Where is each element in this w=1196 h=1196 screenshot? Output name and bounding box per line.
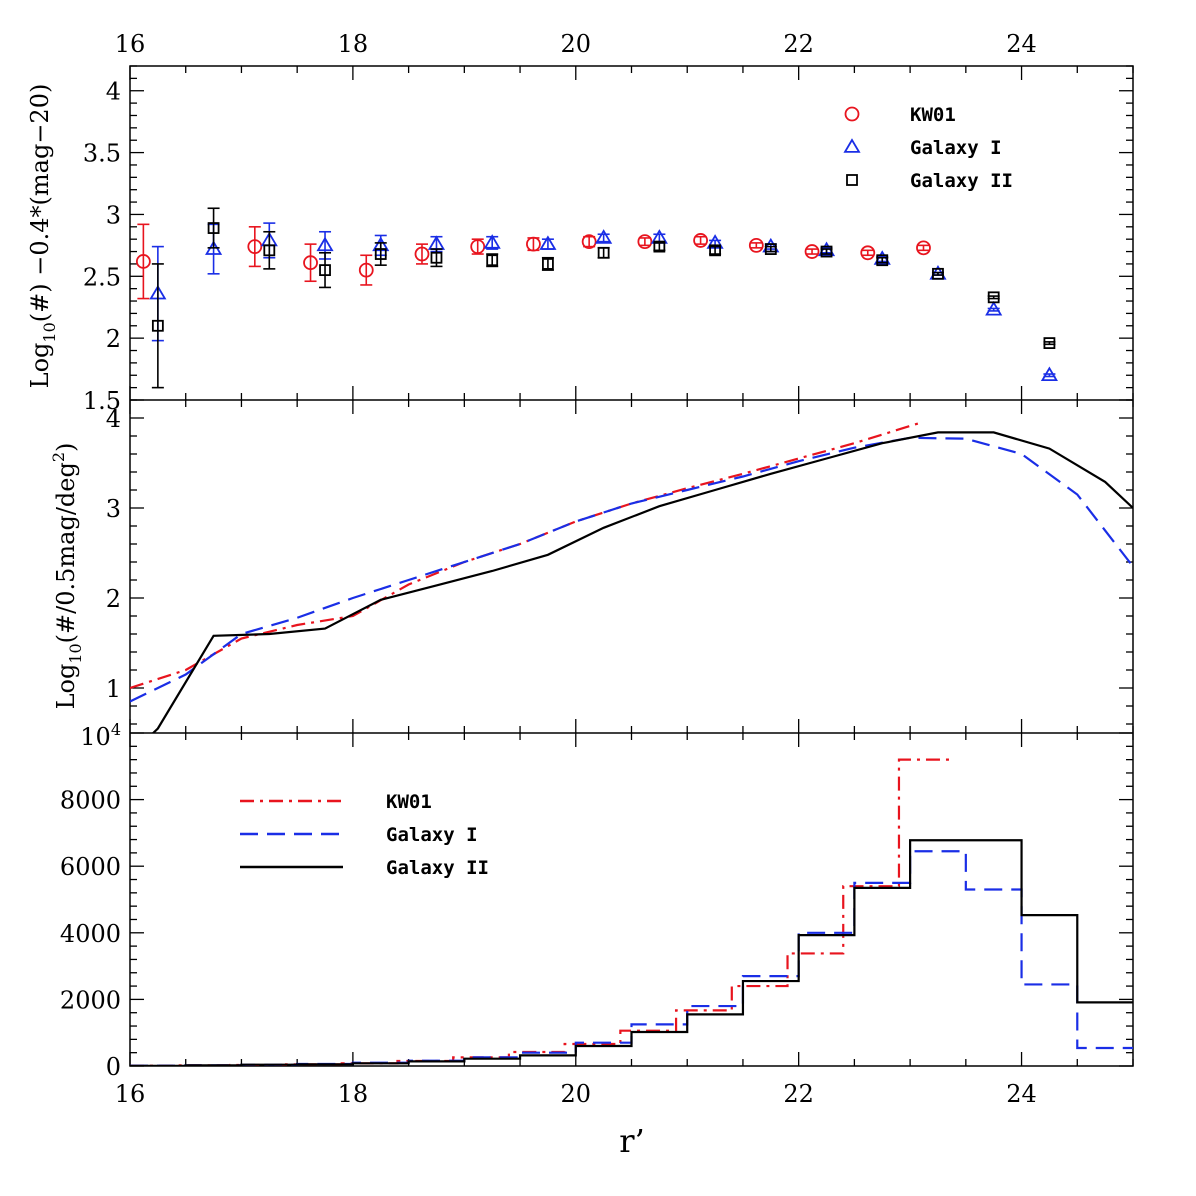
data-point: [876, 254, 889, 267]
top-x-tick-label: 18: [338, 30, 369, 58]
data-point: [247, 239, 263, 255]
y-tick-label: 1: [106, 675, 121, 703]
panel-middle-lines: [130, 421, 1133, 733]
legend-label: Galaxy II: [910, 170, 1013, 192]
y-tick-label: 4000: [60, 920, 121, 948]
bottom-x-tick-label: 20: [561, 1080, 592, 1108]
legend-label: KW01: [910, 104, 956, 126]
data-point: [804, 244, 820, 259]
data-point: [135, 254, 151, 269]
data-point: [637, 234, 653, 250]
data-point: [985, 300, 1003, 316]
data-point: [709, 244, 721, 257]
data-point: [539, 235, 557, 250]
data-point: [207, 222, 220, 234]
data-point: [860, 245, 876, 261]
y-tick-label: 2: [106, 325, 121, 353]
y-tick-label: 4: [106, 405, 121, 433]
y-tick-labels: 1.5 2 2.5 3 3.5 4 1 2 3 4 0 2000 4000 6000 8000: [60, 78, 121, 1081]
y-tick-label: 2: [106, 585, 121, 613]
data-point: [483, 234, 501, 249]
data-point: [430, 251, 443, 264]
data-point: [1043, 337, 1056, 349]
legend-marker: [843, 138, 861, 153]
data-point: [597, 246, 610, 259]
histogram-step-line: [130, 758, 955, 1066]
legend-marker: [844, 106, 860, 122]
data-point: [693, 233, 708, 248]
series-line: [130, 421, 922, 690]
data-point: [987, 291, 1000, 304]
bottom-x-tick-label: 16: [115, 1080, 146, 1108]
legend-label: Galaxy II: [386, 857, 489, 879]
data-point: [526, 236, 541, 252]
bottom-x-tick-label: 22: [783, 1080, 814, 1108]
bottom-x-tick-label: 24: [1006, 1080, 1037, 1108]
y-tick-label: 2.5: [83, 263, 121, 291]
legend-marker: [846, 174, 858, 186]
data-point: [470, 239, 486, 255]
data-point: [263, 244, 276, 257]
data-point: [316, 236, 334, 252]
middle-panel-y-axis-title: Log10(#/0.5mag/deg2): [49, 443, 85, 710]
data-point: [581, 234, 597, 250]
top-x-tick-label: 22: [783, 30, 814, 58]
panel-bottom-histogram: [130, 758, 1133, 1066]
data-point: [748, 237, 764, 253]
series-line: [130, 436, 1133, 703]
data-point: [374, 248, 387, 260]
legend-label: Galaxy I: [910, 137, 1002, 159]
data-point: [916, 240, 931, 256]
data-point: [764, 243, 777, 255]
legend-label: KW01: [386, 791, 432, 813]
data-point: [1040, 366, 1058, 382]
plot-frame: [129, 65, 1134, 1067]
y-tick-label: 2000: [60, 986, 121, 1014]
bottom-panel-top-tick-label: 104: [80, 720, 121, 751]
data-point: [653, 240, 666, 253]
top-panel-y-axis-title: Log10(#) −0.4*(mag−20): [26, 84, 59, 389]
y-tick-label: 0: [106, 1053, 121, 1081]
histogram-step-line: [130, 839, 1133, 1066]
bottom-x-tick-label: 18: [338, 1080, 369, 1108]
data-point: [595, 229, 613, 244]
legend-label: Galaxy I: [386, 824, 478, 846]
y-tick-label: 1.5: [83, 387, 121, 415]
top-axis-tick-labels: 16 18 20 22 24: [115, 30, 1037, 58]
data-point: [414, 246, 430, 262]
data-point: [542, 258, 554, 270]
y-tick-label: 6000: [60, 853, 121, 881]
legend-top-panel: KW01 Galaxy I Galaxy II: [843, 104, 1013, 192]
data-point: [820, 245, 833, 258]
panel-top-scatter: [135, 207, 1058, 389]
data-point: [151, 319, 164, 332]
data-point: [486, 254, 499, 267]
axis-ticks: [129, 65, 1134, 1067]
y-tick-label: 3.5: [83, 140, 121, 168]
bottom-axis-tick-labels: 16 18 20 22 24: [115, 1080, 1037, 1108]
y-tick-label: 3: [106, 201, 121, 229]
top-x-tick-label: 20: [561, 30, 592, 58]
y-tick-label: 4: [106, 78, 121, 106]
x-axis-title: r’: [619, 1122, 644, 1160]
data-point: [319, 264, 331, 277]
y-tick-label: 3: [106, 495, 121, 523]
data-point: [358, 262, 374, 278]
legend-bottom-panel: KW01 Galaxy I Galaxy II: [240, 791, 489, 879]
data-point: [303, 255, 318, 271]
data-point: [932, 267, 944, 280]
top-x-tick-label: 16: [115, 30, 146, 58]
y-tick-label: 8000: [60, 787, 121, 815]
top-x-tick-label: 24: [1006, 30, 1037, 58]
series-line: [151, 431, 1133, 733]
